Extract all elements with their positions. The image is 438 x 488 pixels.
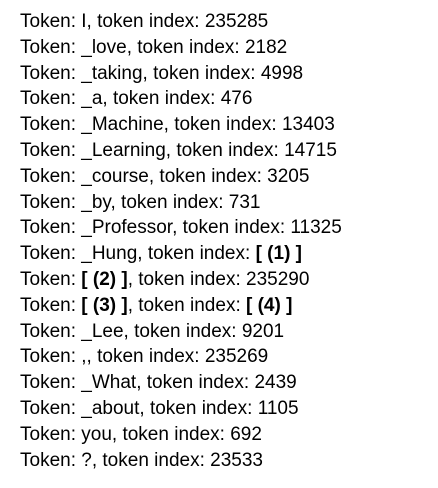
token-index-label: , token index: bbox=[139, 397, 258, 419]
token-prefix: Token: bbox=[20, 449, 82, 471]
token-index-value: 3205 bbox=[267, 165, 310, 187]
blank-placeholder-1: [ (1) ] bbox=[255, 243, 302, 265]
token-line: Token: ?, token index: 23533 bbox=[20, 448, 342, 474]
token-text: _love bbox=[81, 36, 127, 58]
token-text: _about bbox=[81, 397, 140, 419]
token-prefix: Token: bbox=[20, 139, 82, 161]
token-prefix: Token: bbox=[20, 397, 82, 419]
token-prefix: Token: bbox=[20, 62, 82, 84]
token-index-value: 235290 bbox=[246, 268, 310, 290]
token-prefix: Token: bbox=[20, 114, 82, 136]
token-line: Token: _a, token index: 476 bbox=[20, 86, 342, 112]
token-line: Token: _Professor, token index: 11325 bbox=[20, 215, 342, 241]
token-line: Token: _course, token index: 3205 bbox=[20, 164, 342, 190]
token-index-value: 2182 bbox=[244, 36, 288, 58]
token-prefix: Token: bbox=[20, 372, 82, 394]
token-list: Token: I, token index: 235285 Token: _lo… bbox=[20, 9, 342, 473]
token-line: Token: _Lee, token index: 9201 bbox=[20, 319, 342, 345]
token-index-label: , token index: bbox=[102, 88, 221, 110]
token-prefix: Token: bbox=[20, 191, 82, 213]
token-text: _Professor bbox=[81, 217, 173, 239]
token-line: Token: [ (3) ], token index: [ (4) ] bbox=[20, 293, 342, 319]
token-text: _Hung bbox=[81, 243, 138, 265]
token-index-label: , token index: bbox=[126, 36, 245, 58]
token-index-value: 23533 bbox=[210, 449, 263, 471]
token-index-value: 4998 bbox=[260, 62, 304, 84]
token-text: _Learning bbox=[81, 139, 166, 161]
token-prefix: Token: bbox=[20, 294, 82, 316]
token-index-label: , token index: bbox=[127, 294, 246, 316]
blank-placeholder-3: [ (3) ] bbox=[81, 294, 128, 316]
token-prefix: Token: bbox=[20, 243, 82, 265]
token-prefix: Token: bbox=[20, 11, 82, 32]
token-index-label: , token index: bbox=[136, 372, 255, 394]
token-line: Token: I, token index: 235285 bbox=[20, 9, 342, 35]
token-prefix: Token: bbox=[20, 217, 82, 239]
token-index-label: , token index: bbox=[163, 114, 282, 136]
token-prefix: Token: bbox=[20, 320, 82, 342]
token-prefix: Token: bbox=[20, 165, 82, 187]
token-prefix: Token: bbox=[20, 268, 82, 290]
token-text: _Lee bbox=[81, 320, 124, 342]
token-text: you bbox=[81, 423, 112, 445]
token-index-label: , token index: bbox=[172, 217, 291, 239]
token-index-label: , token index: bbox=[86, 11, 205, 32]
token-line: Token: _about, token index: 1105 bbox=[20, 396, 342, 422]
token-index-value: 476 bbox=[220, 88, 253, 110]
token-text: _Machine bbox=[81, 114, 164, 136]
token-index-value: 11325 bbox=[290, 217, 342, 239]
token-text: _a bbox=[81, 88, 103, 110]
token-text: _What bbox=[81, 372, 137, 394]
token-prefix: Token: bbox=[20, 36, 82, 58]
token-index-label: , token index: bbox=[142, 62, 261, 84]
token-line: Token: _taking, token index: 4998 bbox=[20, 61, 342, 87]
token-index-value: 2439 bbox=[254, 372, 297, 394]
token-prefix: Token: bbox=[20, 88, 82, 110]
token-index-label: , token index: bbox=[123, 320, 242, 342]
token-index-label: , token index: bbox=[165, 139, 285, 161]
token-text: , bbox=[81, 346, 87, 368]
token-line: Token: _Hung, token index: [ (1) ] bbox=[20, 241, 342, 267]
token-index-value: 235285 bbox=[204, 11, 269, 32]
token-index-label: , token index: bbox=[148, 165, 268, 187]
token-index-label: , token index: bbox=[91, 449, 211, 471]
token-index-value: 235269 bbox=[204, 346, 269, 368]
token-line: Token: _by, token index: 731 bbox=[20, 190, 342, 216]
token-text: _by bbox=[81, 191, 111, 213]
token-index-label: , token index: bbox=[86, 346, 205, 368]
token-index-value: 9201 bbox=[241, 320, 285, 342]
blank-placeholder-4: [ (4) ] bbox=[246, 294, 293, 316]
token-index-label: , token index: bbox=[127, 268, 246, 290]
token-index-value: 14715 bbox=[284, 139, 337, 161]
token-text: _course bbox=[81, 165, 149, 187]
token-line: Token: [ (2) ], token index: 235290 bbox=[20, 267, 342, 293]
token-prefix: Token: bbox=[20, 423, 82, 445]
token-line: Token: _love, token index: 2182 bbox=[20, 35, 342, 61]
token-text: _taking bbox=[81, 62, 143, 84]
blank-placeholder-2: [ (2) ] bbox=[81, 268, 128, 290]
token-line: Token: you, token index: 692 bbox=[20, 422, 342, 448]
token-index-value: 692 bbox=[230, 423, 262, 445]
token-index-value: 13403 bbox=[281, 114, 335, 136]
token-line: Token: _Learning, token index: 14715 bbox=[20, 138, 342, 164]
token-index-label: , token index: bbox=[137, 243, 256, 265]
token-prefix: Token: bbox=[20, 346, 82, 368]
token-index-label: , token index: bbox=[111, 423, 231, 445]
token-index-label: , token index: bbox=[110, 191, 229, 213]
token-text: ? bbox=[81, 449, 92, 471]
token-line: Token: ,, token index: 235269 bbox=[20, 344, 342, 370]
token-index-value: 1105 bbox=[257, 397, 299, 419]
token-text: I bbox=[81, 11, 87, 32]
token-line: Token: _Machine, token index: 13403 bbox=[20, 112, 342, 138]
token-line: Token: _What, token index: 2439 bbox=[20, 370, 342, 396]
token-index-value: 731 bbox=[228, 191, 261, 213]
